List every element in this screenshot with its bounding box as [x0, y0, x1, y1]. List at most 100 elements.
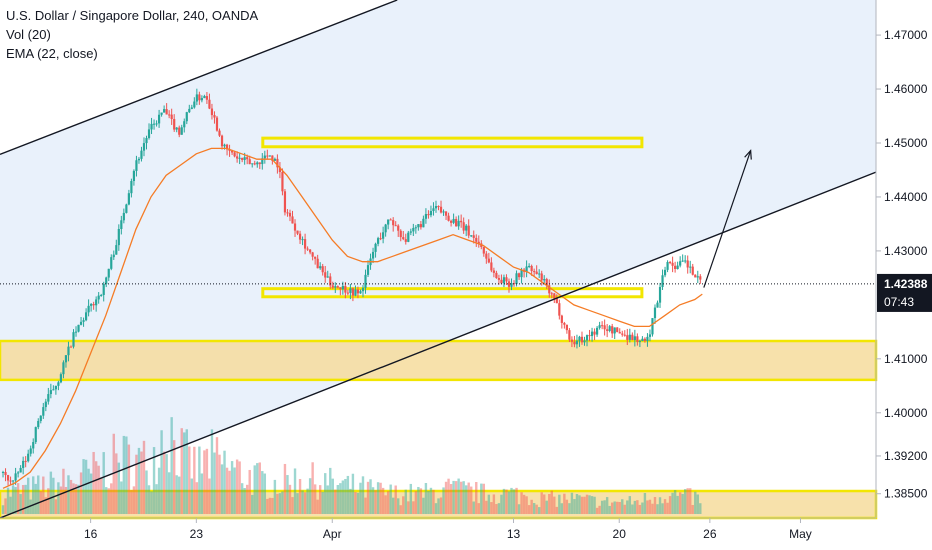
candle-body	[520, 269, 523, 278]
volume-bar	[208, 478, 211, 514]
candle-body	[487, 258, 490, 263]
candle-body	[319, 266, 322, 269]
volume-bar	[137, 447, 141, 514]
candle-body	[694, 274, 697, 278]
volume-bar	[341, 480, 345, 514]
volume-bar	[52, 477, 55, 514]
volume-bar	[339, 483, 342, 514]
volume-bar	[666, 502, 669, 514]
candle-body	[127, 193, 130, 205]
volume-bar	[130, 490, 133, 514]
candle-body	[115, 245, 118, 255]
candle-body	[593, 331, 596, 335]
volume-bar	[311, 462, 314, 514]
candle-body	[500, 279, 503, 284]
volume-bar	[142, 440, 146, 514]
volume-bar	[517, 504, 521, 514]
volume-bar	[306, 488, 309, 514]
candle-body	[623, 334, 626, 336]
zones-layer	[0, 136, 878, 520]
volume-bar	[585, 494, 589, 514]
candle-body	[110, 257, 113, 269]
volume-bar	[150, 491, 153, 514]
candle-body	[414, 227, 417, 229]
volume-bar	[92, 451, 95, 514]
volume-bar	[193, 446, 196, 514]
candle-body	[288, 212, 292, 217]
volume-bar	[238, 461, 241, 514]
volume-bar	[298, 478, 302, 514]
volume-bar	[532, 503, 536, 514]
candle-body	[674, 265, 677, 269]
candle-body	[248, 159, 251, 165]
volume-bar	[49, 471, 53, 514]
chart-legend: U.S. Dollar / Singapore Dollar, 240, OAN…	[6, 6, 258, 63]
volume-bar	[444, 481, 448, 514]
candle-body	[314, 256, 317, 259]
candle-body	[648, 334, 652, 337]
y-tick-label: 1.41000	[884, 352, 928, 366]
volume-bar	[195, 482, 199, 514]
candle-body	[502, 277, 506, 284]
candle-body	[641, 338, 644, 342]
candle-body	[668, 262, 672, 264]
volume-bar	[374, 490, 377, 514]
candle-body	[205, 96, 209, 100]
volume-bar	[563, 493, 566, 514]
candle-body	[371, 251, 375, 259]
volume-bar	[429, 487, 433, 514]
candle-body	[298, 233, 302, 240]
volume-bar	[293, 468, 297, 514]
candle-body	[384, 224, 387, 233]
volume-bar	[472, 501, 475, 514]
volume-layer	[1, 417, 702, 514]
volume-bar	[583, 496, 586, 514]
candle-body	[223, 144, 226, 147]
volume-bar	[331, 478, 334, 514]
volume-bar	[404, 489, 407, 514]
volume-bar	[417, 486, 420, 514]
candle-body	[349, 288, 352, 293]
volume-bar	[74, 484, 78, 514]
volume-bar	[515, 487, 518, 514]
candle-body	[661, 275, 664, 287]
volume-bar	[47, 488, 50, 514]
volume-bar	[699, 503, 702, 514]
candle-body	[653, 307, 657, 319]
candle-body	[301, 239, 304, 241]
y-tick-label: 1.39200	[884, 449, 928, 463]
candle-body	[505, 277, 508, 282]
volume-bar	[278, 493, 282, 514]
candle-body	[470, 235, 473, 237]
candle-body	[344, 285, 347, 293]
candle-body	[651, 318, 654, 335]
candle-body	[679, 261, 682, 266]
volume-bar	[555, 506, 559, 514]
candle-body	[11, 480, 15, 482]
volume-bar	[324, 473, 327, 514]
candle-body	[490, 262, 493, 271]
channel-fill-layer	[0, 0, 876, 518]
candle-body	[407, 232, 410, 242]
volume-bar	[6, 487, 10, 514]
candle-body	[636, 336, 639, 342]
candle-body	[535, 271, 538, 275]
volume-bar	[459, 481, 463, 514]
candle-body	[432, 208, 435, 211]
volume-bar	[276, 493, 279, 514]
volume-bar	[689, 488, 692, 514]
candle-body	[558, 303, 561, 316]
volume-bar	[530, 499, 533, 514]
volume-bar	[32, 476, 35, 514]
candle-body	[170, 114, 173, 120]
candle-body	[472, 235, 475, 238]
volume-bar	[344, 478, 347, 514]
volume-bar	[386, 491, 390, 514]
candle-body	[210, 108, 214, 116]
volume-bar	[371, 487, 375, 514]
candle-body	[676, 265, 679, 269]
candle-body	[160, 112, 163, 115]
volume-bar	[407, 501, 410, 514]
